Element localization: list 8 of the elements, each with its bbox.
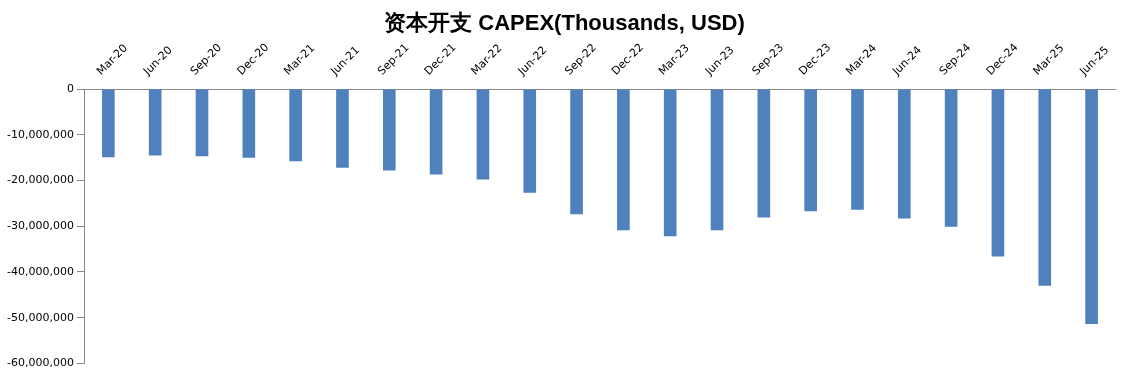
y-tick-label: -30,000,000 [7,219,74,233]
y-tick-label: -50,000,000 [7,310,74,324]
y-tick-label: -60,000,000 [7,356,74,370]
chart-title: 资本开支 CAPEX(Thousands, USD) [383,9,746,37]
y-tick-label: -20,000,000 [7,173,74,187]
y-tick-label: -10,000,000 [7,127,74,141]
y-tick-label: -40,000,000 [7,264,74,278]
y-tick-label: 0 [66,81,74,95]
